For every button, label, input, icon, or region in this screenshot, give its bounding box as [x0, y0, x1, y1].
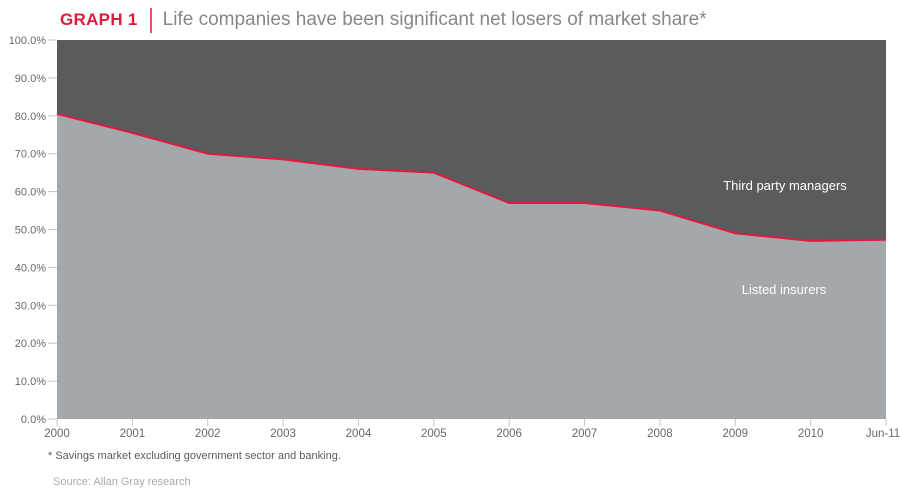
x-tick-label: 2000 [44, 428, 70, 440]
x-tick-label: 2002 [195, 428, 221, 440]
y-tick-label: 100.0% [9, 35, 47, 47]
x-tick-label: 2008 [647, 428, 673, 440]
x-tick-label: 2006 [496, 428, 522, 440]
y-tick-label: 70.0% [15, 149, 46, 161]
x-tick-label: 2010 [798, 428, 824, 440]
y-tick-label: 80.0% [15, 111, 46, 123]
x-tick-label: Jun-11 [866, 428, 900, 440]
y-tick-label: 50.0% [15, 225, 46, 237]
x-tick-label: 2001 [120, 428, 146, 440]
y-tick-label: 10.0% [15, 376, 46, 388]
x-tick-label: 2007 [572, 428, 598, 440]
chart-title: Life companies have been significant net… [162, 9, 707, 30]
source-note: Source: Allan Gray research [53, 476, 191, 488]
y-tick-label: 20.0% [15, 338, 46, 350]
y-tick-label: 30.0% [15, 300, 46, 312]
chart-areas [56, 40, 887, 419]
y-tick-label: 90.0% [15, 73, 46, 85]
header-divider [149, 7, 152, 33]
area-third-party-managers [57, 40, 886, 241]
x-tick-label: 2004 [346, 428, 372, 440]
graph-number-badge: GRAPH 1 [60, 10, 138, 29]
x-tick-label: 2003 [270, 428, 296, 440]
market-share-boundary-line [56, 112, 887, 242]
y-tick-label: 0.0% [21, 414, 46, 426]
x-tick-label: 2009 [722, 428, 748, 440]
chart-header: GRAPH 1 Life companies have been signifi… [60, 5, 707, 35]
x-tick-label: 2005 [421, 428, 447, 440]
area-listed-insurers [57, 113, 886, 419]
area-label-third-party-managers: Third party managers [723, 178, 847, 193]
chart-footnote: * Savings market excluding government se… [48, 450, 341, 462]
chart-axes: 100.0% 90.0% 80.0% 70.0% 60.0% 50.0% 40.0% 30.0… [9, 35, 900, 440]
area-label-listed-insurers: Listed insurers [742, 282, 827, 297]
y-tick-label: 40.0% [15, 262, 46, 274]
y-tick-label: 60.0% [15, 187, 46, 199]
